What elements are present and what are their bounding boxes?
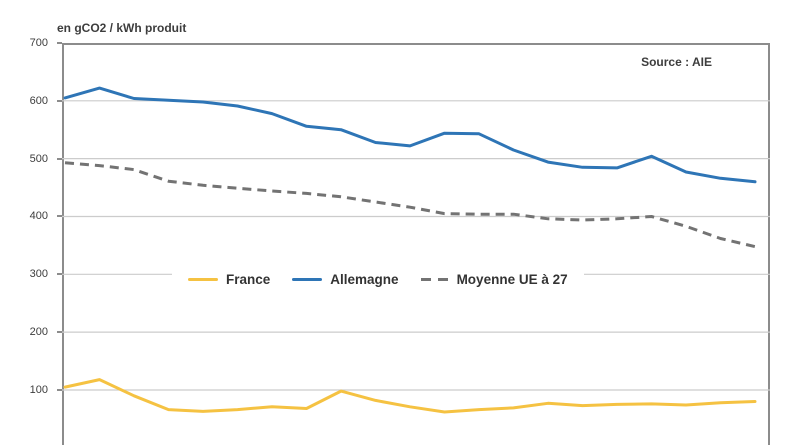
y-tick-mark-700 (57, 42, 62, 44)
y-tick-mark-100 (57, 388, 62, 391)
y-tick-label-700: 700 (29, 37, 48, 49)
y-tick-label-200: 200 (29, 326, 48, 339)
y-tick-label-500: 500 (29, 152, 48, 165)
y-tick-mark-600 (57, 99, 62, 102)
chart-legend: France Allemagne Moyenne UE à 27 (172, 266, 584, 293)
y-tick-mark-500 (57, 157, 62, 160)
y-tick-mark-400 (57, 215, 62, 218)
y-axis-unit-label: en gCO2 / kWh produit (57, 21, 187, 35)
y-tick-mark-300 (57, 273, 62, 276)
legend-label: France (226, 272, 271, 287)
y-tick-label-400: 400 (29, 210, 48, 223)
legend-item-moyenne-ue-27: Moyenne UE à 27 (420, 272, 568, 287)
legend-item-france: France (188, 272, 270, 287)
y-tick-label-600: 600 (29, 94, 48, 107)
y-tick-label-100: 100 (29, 383, 48, 396)
line-france (63, 378, 757, 414)
plot-area-frame (62, 43, 770, 445)
source-label: Source : AIE (641, 55, 712, 69)
legend-item-allemagne: Allemagne (292, 272, 399, 287)
legend-label: Allemagne (330, 272, 399, 287)
legend-swatch-icon (420, 277, 449, 282)
legend-swatch-icon (188, 277, 218, 282)
line-moyenne-ue-27 (64, 161, 756, 249)
line-allemagne (63, 86, 757, 184)
y-tick-mark-200 (57, 331, 62, 334)
y-tick-label-300: 300 (29, 268, 48, 281)
legend-label: Moyenne UE à 27 (456, 272, 568, 287)
legend-swatch-icon (292, 277, 323, 282)
